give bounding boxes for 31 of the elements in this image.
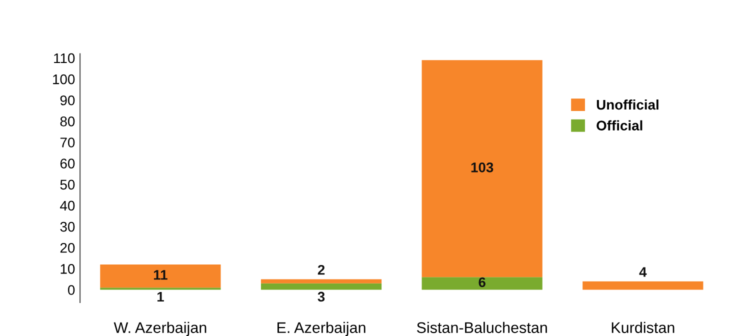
y-tick-label: 100 [53,74,75,84]
data-label: 3 [318,292,325,302]
data-label: 2 [318,264,325,275]
x-tick-label: W. Azerbaijan [114,322,206,336]
bar [422,277,542,290]
y-tick-label: 10 [60,264,75,274]
bar [422,60,542,278]
x-tick-label: Kurdistan [612,322,674,334]
y-tick-label: 60 [60,158,75,168]
y-tick-label: 40 [60,200,75,211]
bar [582,281,704,290]
data-label: 11 [154,270,168,280]
data-label: 1 [157,292,164,302]
legend-label: Unofficial [596,99,658,110]
y-tick-label: 110 [54,53,75,64]
y-tick-label: 30 [60,222,75,232]
y-tick-label: 0 [68,285,75,295]
data-label: 103 [471,162,494,172]
bar [260,279,382,284]
y-tick-label: 80 [60,116,75,126]
y-tick-label: 20 [60,242,75,253]
y-tick-label: 70 [60,138,75,148]
y-tick-label: 50 [60,180,75,190]
legend-label: Official [596,120,642,130]
x-tick-label: Sistan-Baluchestan [416,322,547,334]
y-tick-label: 90 [60,95,75,106]
data-label: 6 [478,277,486,288]
bar [100,264,221,288]
bar [260,283,382,290]
x-tick-label: E. Azerbaijan [278,322,366,336]
data-label: 4 [639,267,647,277]
